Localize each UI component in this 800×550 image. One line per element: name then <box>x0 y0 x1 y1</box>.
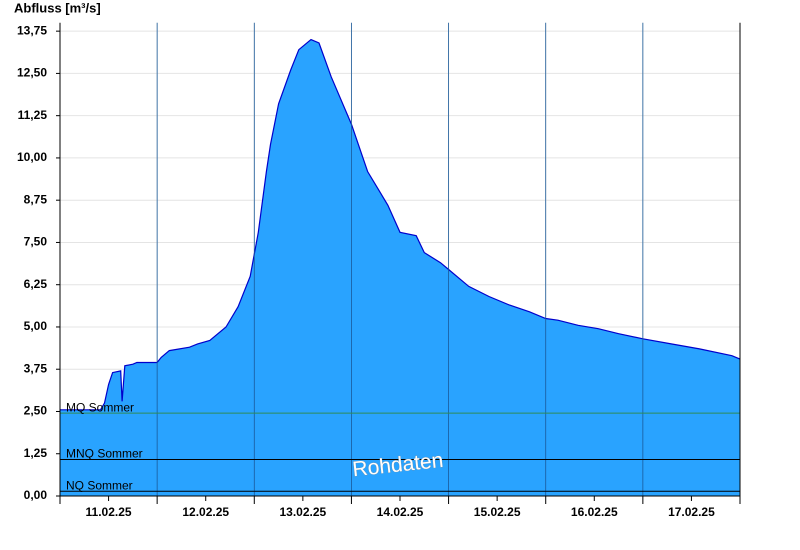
y-axis-label: Abfluss [m³/s] <box>14 0 101 15</box>
x-tick-label: 15.02.25 <box>474 505 521 519</box>
reference-label: MNQ Sommer <box>66 447 143 461</box>
y-tick-label: 0,00 <box>24 488 48 502</box>
x-tick-label: 17.02.25 <box>668 505 715 519</box>
x-tick-label: 16.02.25 <box>571 505 618 519</box>
area-line <box>60 38 741 411</box>
y-tick-label: 7,50 <box>24 235 48 249</box>
y-tick-label: 13,75 <box>17 23 47 37</box>
reference-label: NQ Sommer <box>66 478 133 492</box>
y-tick-label: 6,25 <box>24 277 48 291</box>
x-tick-label: 12.02.25 <box>182 505 229 519</box>
x-tick-label: 11.02.25 <box>86 505 132 519</box>
reference-label: MQ Sommer <box>66 400 134 414</box>
y-tick-label: 1,25 <box>24 446 48 460</box>
y-tick-label: 10,00 <box>17 150 47 164</box>
x-tick-label: 13.02.25 <box>279 505 326 519</box>
y-tick-label: 8,75 <box>24 192 48 206</box>
y-tick-label: 11,25 <box>18 108 48 122</box>
y-tick-label: 2,50 <box>24 404 48 418</box>
area <box>60 39 740 496</box>
x-tick-label: 14.02.25 <box>377 505 424 519</box>
y-tick-label: 5,00 <box>24 319 48 333</box>
y-tick-label: 12,50 <box>17 66 47 80</box>
y-tick-label: 3,75 <box>24 361 48 375</box>
